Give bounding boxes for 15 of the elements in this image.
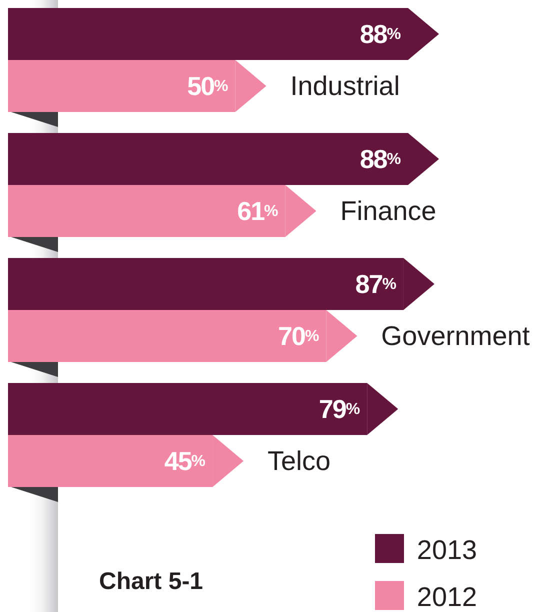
y-tick-label: Industrial — [290, 71, 400, 101]
data-label: 87% — [355, 269, 396, 299]
y-tick-label: Finance — [340, 196, 436, 226]
y-tick-label: Government — [381, 321, 530, 351]
legend-label: 2013 — [416, 534, 477, 564]
data-label: 88% — [360, 144, 401, 174]
data-label: 79% — [318, 394, 360, 424]
legend-label: 2012 — [416, 580, 477, 612]
y-tick-label: Telco — [268, 446, 331, 476]
data-label: 61% — [237, 196, 278, 226]
caption: Chart 5-1 — [99, 568, 204, 595]
data-label: 45% — [164, 446, 206, 476]
data-label: 70% — [278, 321, 319, 351]
data-label: 88% — [360, 19, 401, 49]
data-label: 50% — [187, 71, 228, 101]
